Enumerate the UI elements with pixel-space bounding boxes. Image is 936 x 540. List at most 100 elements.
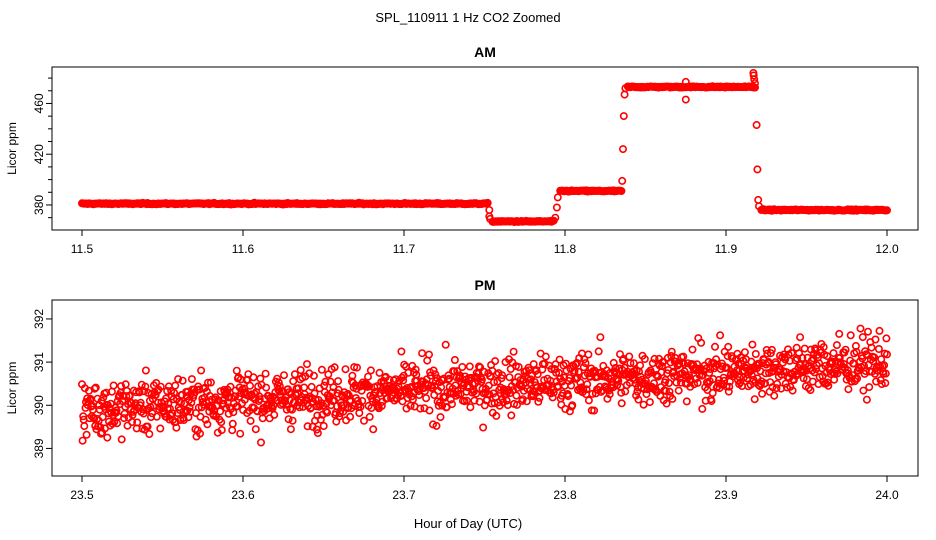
data-point <box>321 377 330 386</box>
data-point <box>317 365 326 374</box>
data-point <box>667 351 676 360</box>
data-point <box>748 340 757 349</box>
data-point <box>465 362 474 371</box>
data-point <box>846 331 855 340</box>
data-point <box>552 203 561 212</box>
data-point <box>882 350 891 359</box>
data-point <box>174 375 183 384</box>
data-point <box>882 206 891 215</box>
data-point <box>659 357 668 366</box>
data-point <box>839 359 848 368</box>
am-x-tick-label: 11.7 <box>393 242 416 256</box>
am-x-tick-label: 12.0 <box>875 242 899 256</box>
data-point <box>705 368 714 377</box>
data-point <box>782 383 791 392</box>
pm-x-tick-label: 23.8 <box>553 488 577 502</box>
data-point <box>309 371 318 380</box>
pm-title: PM <box>475 277 496 293</box>
data-point <box>90 414 99 423</box>
data-point <box>302 360 311 369</box>
data-point <box>617 187 626 196</box>
data-point <box>588 389 597 398</box>
data-point <box>479 423 488 432</box>
data-point <box>262 383 271 392</box>
data-point <box>722 363 731 372</box>
data-point <box>172 423 181 432</box>
data-point <box>163 386 172 395</box>
data-point <box>450 355 459 364</box>
data-point <box>843 366 852 375</box>
data-point <box>458 362 467 371</box>
data-point <box>574 367 583 376</box>
data-point <box>548 393 557 402</box>
data-point <box>476 363 485 372</box>
data-point <box>156 424 165 433</box>
data-point <box>829 349 838 358</box>
data-point <box>621 387 630 396</box>
data-point <box>679 352 688 361</box>
data-point <box>871 335 880 344</box>
data-point <box>551 213 560 222</box>
data-point <box>316 415 325 424</box>
data-point <box>832 341 841 350</box>
data-point <box>346 412 355 421</box>
data-point <box>185 403 194 412</box>
am-panel: AM Licor ppm 11.5 11.6 11.7 11.8 11.9 12.0 380 42… <box>5 44 919 256</box>
data-point <box>287 405 296 414</box>
data-point <box>106 399 115 408</box>
data-point <box>279 371 288 380</box>
data-point <box>120 409 129 418</box>
data-point <box>773 379 782 388</box>
data-point <box>298 402 307 411</box>
data-point <box>357 386 366 395</box>
data-point <box>491 357 500 366</box>
data-point <box>796 333 805 342</box>
data-point <box>754 202 763 211</box>
data-point <box>98 412 107 421</box>
data-point <box>177 398 186 407</box>
data-point <box>117 435 126 444</box>
data-point <box>249 373 258 382</box>
pm-plot-frame <box>51 299 919 477</box>
data-point <box>477 375 486 384</box>
am-x-tick-label: 11.9 <box>715 242 738 256</box>
data-point <box>425 406 434 415</box>
data-point <box>436 413 445 422</box>
data-point <box>444 371 453 380</box>
data-point <box>806 386 815 395</box>
data-point <box>688 345 697 354</box>
data-point <box>108 419 117 428</box>
data-point <box>492 411 501 420</box>
data-point <box>661 386 670 395</box>
pm-y-tick-label: 392 <box>32 309 46 329</box>
data-point <box>582 385 591 394</box>
data-point <box>312 425 321 434</box>
data-point <box>514 362 523 371</box>
pm-y-tick-label: 390 <box>32 395 46 415</box>
data-point <box>874 344 883 353</box>
data-point <box>787 348 796 357</box>
data-point <box>750 83 759 92</box>
data-point <box>216 407 225 416</box>
data-point <box>626 359 635 368</box>
data-point <box>870 353 879 362</box>
data-point <box>863 327 872 336</box>
data-point <box>485 206 494 215</box>
data-point <box>400 360 409 369</box>
data-point <box>143 422 152 431</box>
data-point <box>796 360 805 369</box>
data-point <box>579 363 588 372</box>
data-point <box>462 396 471 405</box>
data-point <box>618 176 627 185</box>
data-point <box>725 382 734 391</box>
data-point <box>641 376 650 385</box>
data-point <box>804 384 813 393</box>
data-point <box>567 381 576 390</box>
data-point <box>509 347 518 356</box>
data-point <box>772 384 781 393</box>
data-point <box>719 373 728 382</box>
data-point <box>824 381 833 390</box>
data-point <box>750 79 759 88</box>
data-point <box>625 352 634 361</box>
data-point <box>707 396 716 405</box>
